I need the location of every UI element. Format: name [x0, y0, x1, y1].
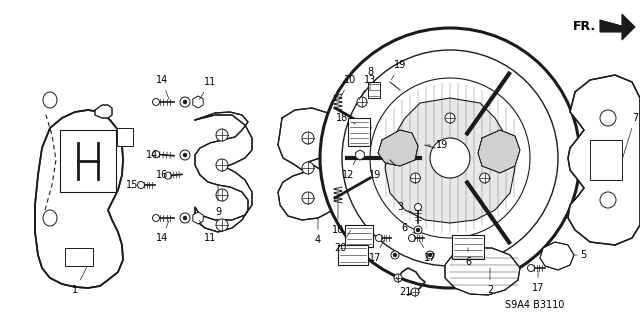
Circle shape [428, 253, 432, 257]
Text: 19: 19 [428, 140, 448, 150]
Circle shape [600, 110, 616, 126]
Circle shape [180, 97, 190, 107]
Ellipse shape [43, 210, 57, 226]
Text: 12: 12 [342, 158, 356, 180]
Bar [60, 130, 116, 192]
Circle shape [180, 150, 190, 160]
Polygon shape [193, 212, 203, 224]
Polygon shape [193, 96, 203, 108]
Text: 3: 3 [397, 202, 415, 214]
Text: 16: 16 [156, 170, 175, 180]
Circle shape [370, 78, 530, 238]
Text: 13: 13 [359, 75, 376, 100]
Text: 5: 5 [575, 250, 586, 260]
Bar [348, 118, 370, 146]
Text: 10: 10 [339, 75, 356, 100]
Text: 21: 21 [396, 278, 411, 297]
Circle shape [138, 182, 145, 189]
Polygon shape [356, 150, 364, 160]
Circle shape [416, 228, 420, 232]
Circle shape [164, 172, 172, 179]
Circle shape [183, 100, 187, 104]
Text: 11: 11 [200, 77, 216, 100]
Circle shape [391, 251, 399, 259]
Polygon shape [600, 14, 635, 40]
Text: 11: 11 [200, 220, 216, 243]
Text: 14: 14 [156, 220, 169, 243]
Polygon shape [278, 108, 340, 220]
Text: 14: 14 [156, 75, 169, 100]
Polygon shape [95, 105, 112, 118]
Circle shape [600, 192, 616, 208]
Bar [338, 245, 368, 265]
Bar [345, 225, 373, 247]
Circle shape [410, 173, 420, 183]
Text: 4: 4 [315, 218, 321, 245]
Circle shape [152, 151, 159, 158]
Text: 18: 18 [336, 113, 355, 124]
Text: 15: 15 [126, 180, 149, 190]
Circle shape [152, 99, 159, 106]
Circle shape [216, 159, 228, 171]
Circle shape [180, 213, 190, 223]
Circle shape [320, 28, 580, 288]
Circle shape [408, 234, 415, 241]
Polygon shape [540, 242, 574, 270]
Bar [117, 128, 133, 146]
Text: 9: 9 [215, 185, 221, 217]
Polygon shape [195, 112, 252, 232]
Text: 1: 1 [72, 267, 86, 295]
Bar [368, 82, 380, 98]
Text: 6: 6 [465, 248, 471, 267]
Text: 19: 19 [369, 162, 388, 180]
Text: S9A4 B3110: S9A4 B3110 [506, 300, 564, 310]
Circle shape [430, 138, 470, 178]
Bar [452, 235, 484, 259]
Circle shape [152, 214, 159, 221]
Circle shape [527, 264, 534, 271]
Circle shape [376, 234, 383, 241]
Circle shape [479, 173, 490, 183]
Circle shape [302, 192, 314, 204]
Circle shape [216, 129, 228, 141]
Circle shape [216, 189, 228, 201]
Ellipse shape [43, 92, 57, 108]
Circle shape [183, 216, 187, 220]
Circle shape [394, 274, 402, 282]
Text: 7: 7 [623, 113, 638, 157]
Polygon shape [35, 110, 123, 288]
Polygon shape [338, 118, 402, 185]
Polygon shape [445, 248, 520, 295]
Text: 2: 2 [487, 268, 493, 295]
Text: 17: 17 [532, 271, 544, 293]
Circle shape [342, 50, 558, 266]
Text: 6: 6 [401, 223, 415, 234]
Polygon shape [568, 75, 640, 245]
Text: 19: 19 [392, 60, 406, 80]
Polygon shape [385, 98, 515, 223]
Circle shape [415, 204, 422, 211]
Text: 20: 20 [334, 230, 351, 253]
Circle shape [216, 219, 228, 231]
Circle shape [357, 97, 367, 107]
Text: 10: 10 [332, 198, 344, 235]
Text: FR.: FR. [573, 20, 596, 33]
Bar [65, 248, 93, 266]
Circle shape [445, 113, 455, 123]
Circle shape [302, 162, 314, 174]
Circle shape [393, 253, 397, 257]
Text: 17: 17 [369, 241, 384, 263]
Text: 8: 8 [367, 67, 373, 90]
Text: 17: 17 [419, 241, 436, 263]
Circle shape [426, 251, 434, 259]
Polygon shape [478, 130, 520, 173]
Circle shape [411, 288, 419, 296]
Polygon shape [378, 130, 418, 166]
Text: 14: 14 [146, 150, 167, 160]
Circle shape [414, 226, 422, 234]
Circle shape [183, 153, 187, 157]
Circle shape [302, 132, 314, 144]
Bar [590, 140, 622, 180]
